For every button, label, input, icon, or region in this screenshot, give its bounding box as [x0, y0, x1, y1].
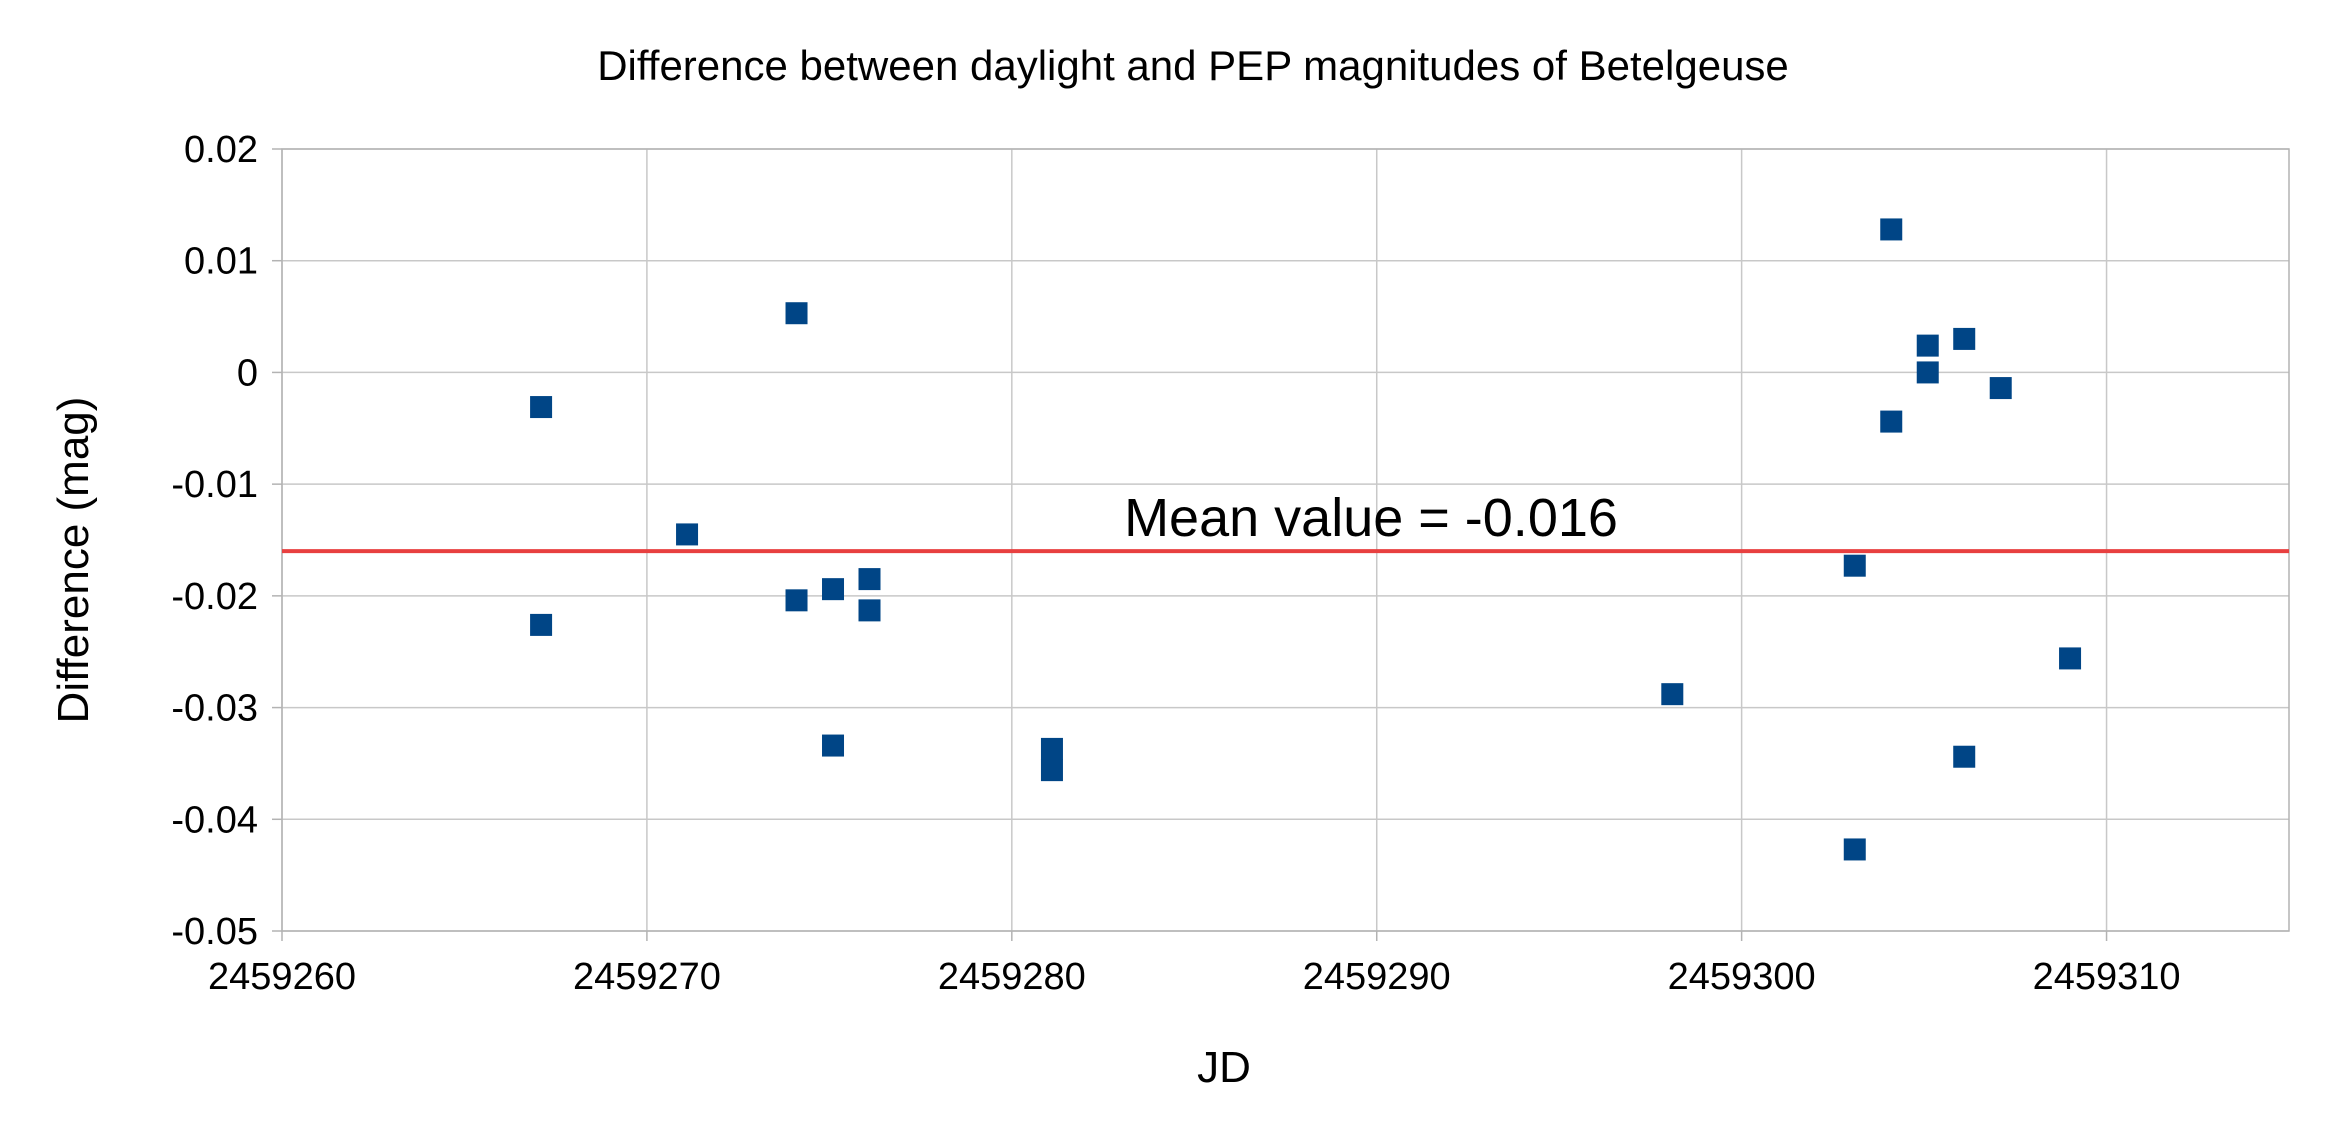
data-point	[858, 568, 881, 591]
data-points	[530, 218, 2082, 861]
y-tick-label: -0.01	[171, 464, 258, 506]
data-point	[1880, 410, 1903, 433]
x-tick-label: 2459290	[1303, 956, 1451, 998]
data-point	[822, 734, 845, 757]
x-tick-label: 2459270	[573, 956, 721, 998]
y-tick-label: -0.02	[171, 576, 258, 618]
data-point	[1880, 218, 1903, 241]
data-point	[1040, 737, 1063, 760]
y-tick-labels: 0.02 0.01 0 -0.01 -0.02 -0.03 -0.04 -0.05	[171, 129, 258, 953]
chart-title: Difference between daylight and PEP magn…	[597, 42, 1789, 89]
x-tick-label: 2459280	[938, 956, 1086, 998]
y-tick-label: 0.01	[184, 241, 258, 283]
data-point	[1916, 361, 1939, 384]
data-point	[530, 613, 553, 636]
data-point	[1916, 334, 1939, 357]
data-point	[676, 523, 699, 546]
y-tick-label: -0.04	[171, 799, 258, 841]
data-point	[858, 599, 881, 622]
data-point	[1040, 759, 1063, 782]
data-point	[1953, 327, 1976, 350]
data-point	[1843, 554, 1866, 577]
x-axis-title: JD	[1197, 1043, 1251, 1092]
y-tick-label: -0.03	[171, 688, 258, 730]
data-point	[1843, 838, 1866, 861]
x-tick-label: 2459310	[2033, 956, 2181, 998]
data-point	[822, 578, 845, 601]
data-point	[785, 589, 808, 612]
data-point	[785, 302, 808, 325]
y-tick-label: -0.05	[171, 911, 258, 953]
data-point	[1661, 683, 1684, 706]
x-tick-label: 2459260	[208, 956, 356, 998]
y-tick-label: 0	[237, 352, 258, 394]
x-tick-labels: 2459260 2459270 2459280 2459290 2459300 24593…	[208, 956, 2180, 998]
data-point	[2059, 647, 2082, 670]
mean-value-annotation: Mean value = -0.016	[1124, 488, 1618, 548]
x-tick-label: 2459300	[1668, 956, 1816, 998]
plot-frame	[281, 148, 2290, 932]
data-point	[1989, 377, 2012, 400]
data-point	[1953, 745, 1976, 768]
data-point	[530, 396, 553, 419]
axis-ticks	[272, 148, 2108, 941]
y-axis-title: Difference (mag)	[49, 397, 98, 724]
y-tick-label: 0.02	[184, 129, 258, 171]
